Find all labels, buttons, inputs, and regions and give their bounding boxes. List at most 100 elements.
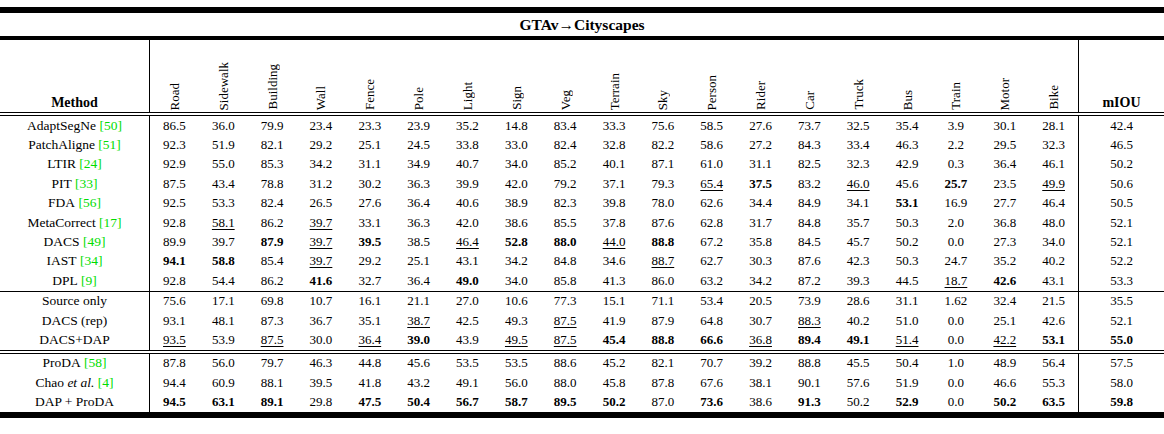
- column-header-train: Train: [932, 40, 981, 112]
- class-values: 89.939.787.939.739.538.546.452.888.044.0…: [150, 234, 1078, 250]
- value-rider: 27.6: [736, 118, 785, 134]
- miou-column-header: mIOU: [1078, 40, 1164, 112]
- table-row: FDA [56]92.553.382.426.527.636.440.638.9…: [0, 194, 1164, 213]
- value-terrain: 45.8: [590, 375, 639, 391]
- citation: [50]: [96, 118, 122, 134]
- value-train: 18.7: [932, 273, 981, 289]
- class-values: 92.553.382.426.527.636.440.638.982.339.8…: [150, 195, 1078, 211]
- value-sign: 49.5: [492, 332, 541, 348]
- class-values: 94.563.189.129.847.550.456.758.789.550.2…: [150, 394, 1078, 410]
- value-rider: 36.8: [736, 332, 785, 348]
- value-person: 58.6: [687, 137, 736, 153]
- value-bike: 49.9: [1029, 176, 1078, 192]
- citation: [24]: [76, 156, 102, 172]
- value-fence: 41.8: [345, 375, 394, 391]
- value-building: 85.4: [248, 253, 297, 269]
- column-header-label: Pole: [412, 87, 425, 110]
- value-car: 88.8: [785, 355, 834, 371]
- value-person: 70.7: [687, 355, 736, 371]
- value-building: 69.8: [248, 293, 297, 309]
- value-bike: 40.2: [1029, 253, 1078, 269]
- value-sidewalk: 36.0: [199, 118, 248, 134]
- method-name: DPL: [52, 273, 78, 289]
- table-row: PIT [33]87.543.478.831.230.236.339.942.0…: [0, 174, 1164, 193]
- value-car: 84.8: [785, 215, 834, 231]
- class-values: 92.854.486.241.632.736.449.034.085.841.3…: [150, 273, 1078, 289]
- value-sidewalk: 55.0: [199, 156, 248, 172]
- citation: [51]: [95, 137, 121, 153]
- citation: [17]: [96, 215, 122, 231]
- value-truck: 40.2: [834, 313, 883, 329]
- value-car: 87.2: [785, 273, 834, 289]
- value-bike: 63.5: [1029, 394, 1078, 410]
- value-sky: 86.0: [638, 273, 687, 289]
- value-motor: 46.6: [980, 375, 1029, 391]
- value-truck: 57.6: [834, 375, 883, 391]
- value-fence: 47.5: [345, 394, 394, 410]
- value-sign: 10.6: [492, 293, 541, 309]
- value-motor: 27.7: [980, 195, 1029, 211]
- value-bus: 50.3: [883, 215, 932, 231]
- value-veg: 89.5: [541, 394, 590, 410]
- value-person: 73.6: [687, 394, 736, 410]
- column-header-label: Sign: [510, 86, 523, 110]
- method-cell: ProDA [58]: [0, 354, 150, 373]
- value-sky: 87.1: [638, 156, 687, 172]
- class-column-headers: RoadSidewalkBuildingWallFencePoleLightSi…: [150, 40, 1078, 112]
- method-cell: AdaptSegNe [50]: [0, 116, 150, 135]
- value-sign: 38.9: [492, 195, 541, 211]
- value-miou: 52.1: [1078, 232, 1164, 251]
- table-row: AdaptSegNe [50]86.536.079.923.423.323.93…: [0, 116, 1164, 135]
- value-bike: 42.6: [1029, 313, 1078, 329]
- column-header-bus: Bus: [883, 40, 932, 112]
- table-row: PatchAligne [51]92.351.982.129.225.124.5…: [0, 135, 1164, 154]
- value-pole: 45.6: [394, 355, 443, 371]
- method-name: AdaptSegNe: [27, 118, 96, 134]
- value-light: 43.1: [443, 253, 492, 269]
- value-bike: 32.3: [1029, 137, 1078, 153]
- table-row: MetaCorrect [17]92.858.186.239.733.136.3…: [0, 213, 1164, 232]
- value-road: 87.5: [150, 176, 199, 192]
- column-header-label: Train: [949, 82, 962, 110]
- value-fence: 33.1: [345, 215, 394, 231]
- value-bus: 51.0: [883, 313, 932, 329]
- value-truck: 49.1: [834, 332, 883, 348]
- value-terrain: 37.1: [590, 176, 639, 192]
- column-header-label: Rider: [754, 81, 767, 110]
- value-terrain: 32.8: [590, 137, 639, 153]
- value-veg: 88.0: [541, 375, 590, 391]
- value-bike: 55.3: [1029, 375, 1078, 391]
- column-header-fence: Fence: [345, 40, 394, 112]
- results-table-page: GTAv→Cityscapes Method RoadSidewalkBuild…: [0, 0, 1164, 434]
- value-sidewalk: 39.7: [199, 234, 248, 250]
- value-miou: 35.5: [1078, 292, 1164, 311]
- value-road: 87.8: [150, 355, 199, 371]
- method-name: Chao: [36, 375, 65, 391]
- column-header-truck: Truck: [834, 40, 883, 112]
- table-body: AdaptSegNe [50]86.536.079.923.423.323.93…: [0, 116, 1164, 412]
- column-header-road: Road: [150, 40, 199, 112]
- value-wall: 39.7: [297, 253, 346, 269]
- value-sign: 53.5: [492, 355, 541, 371]
- column-header-terrain: Terrain: [590, 40, 639, 112]
- value-rider: 35.8: [736, 234, 785, 250]
- column-header-motor: Motor: [980, 40, 1029, 112]
- table-title: GTAv→Cityscapes: [519, 16, 644, 34]
- value-bus: 52.9: [883, 394, 932, 410]
- value-sky: 82.1: [638, 355, 687, 371]
- value-fence: 31.1: [345, 156, 394, 172]
- value-sign: 49.3: [492, 313, 541, 329]
- value-car: 73.7: [785, 118, 834, 134]
- value-pole: 34.9: [394, 156, 443, 172]
- value-motor: 27.3: [980, 234, 1029, 250]
- value-bike: 43.1: [1029, 273, 1078, 289]
- value-rider: 31.1: [736, 156, 785, 172]
- value-truck: 39.3: [834, 273, 883, 289]
- value-fence: 30.2: [345, 176, 394, 192]
- value-sky: 82.2: [638, 137, 687, 153]
- value-train: 0.0: [932, 234, 981, 250]
- value-light: 33.8: [443, 137, 492, 153]
- value-terrain: 50.2: [590, 394, 639, 410]
- value-light: 43.9: [443, 332, 492, 348]
- value-veg: 88.6: [541, 355, 590, 371]
